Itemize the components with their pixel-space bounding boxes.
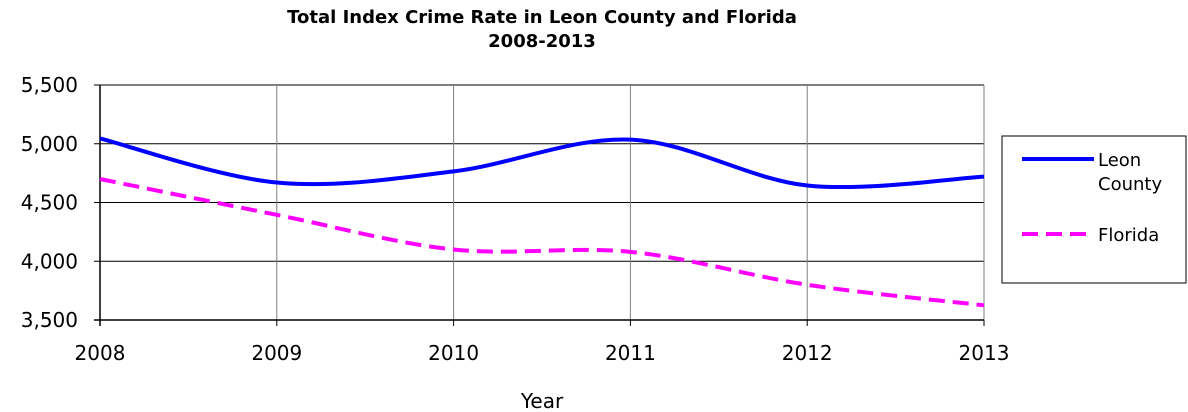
x-tick-label: 2011	[605, 341, 656, 365]
series-line-leon-county	[99, 136, 985, 190]
axes	[94, 84, 985, 326]
legend-label: County	[1098, 174, 1162, 195]
chart-title-line: Total Index Crime Rate in Leon County an…	[287, 7, 797, 28]
x-tick-label: 2012	[782, 341, 833, 365]
legend-label: Florida	[1098, 225, 1159, 246]
y-tick-label: 5,000	[21, 132, 78, 156]
x-tick-label: 2013	[959, 341, 1010, 365]
x-axis-label: Year	[520, 389, 564, 412]
y-tick-label: 4,500	[21, 191, 78, 215]
legend: Leon County Florida	[1001, 135, 1187, 284]
x-tick-label: 2010	[428, 341, 479, 365]
tick-labels: 3,500 4,000 4,500 5,000 5,500 2008 2009 2010 201…	[21, 73, 1010, 365]
grid-lines	[100, 84, 985, 320]
chart-subtitle-line: 2008-2013	[488, 31, 596, 52]
y-tick-label: 4,000	[21, 249, 78, 273]
x-tick-label: 2009	[251, 341, 302, 365]
y-tick-label: 5,500	[21, 73, 78, 97]
chart-title: Total Index Crime Rate in Leon County an…	[100, 6, 984, 54]
x-tick-label: 2008	[75, 341, 126, 365]
series-lines	[99, 136, 985, 308]
legend-label: Leon	[1098, 150, 1141, 171]
series-line-florida	[99, 177, 985, 308]
y-tick-label: 3,500	[21, 308, 78, 332]
